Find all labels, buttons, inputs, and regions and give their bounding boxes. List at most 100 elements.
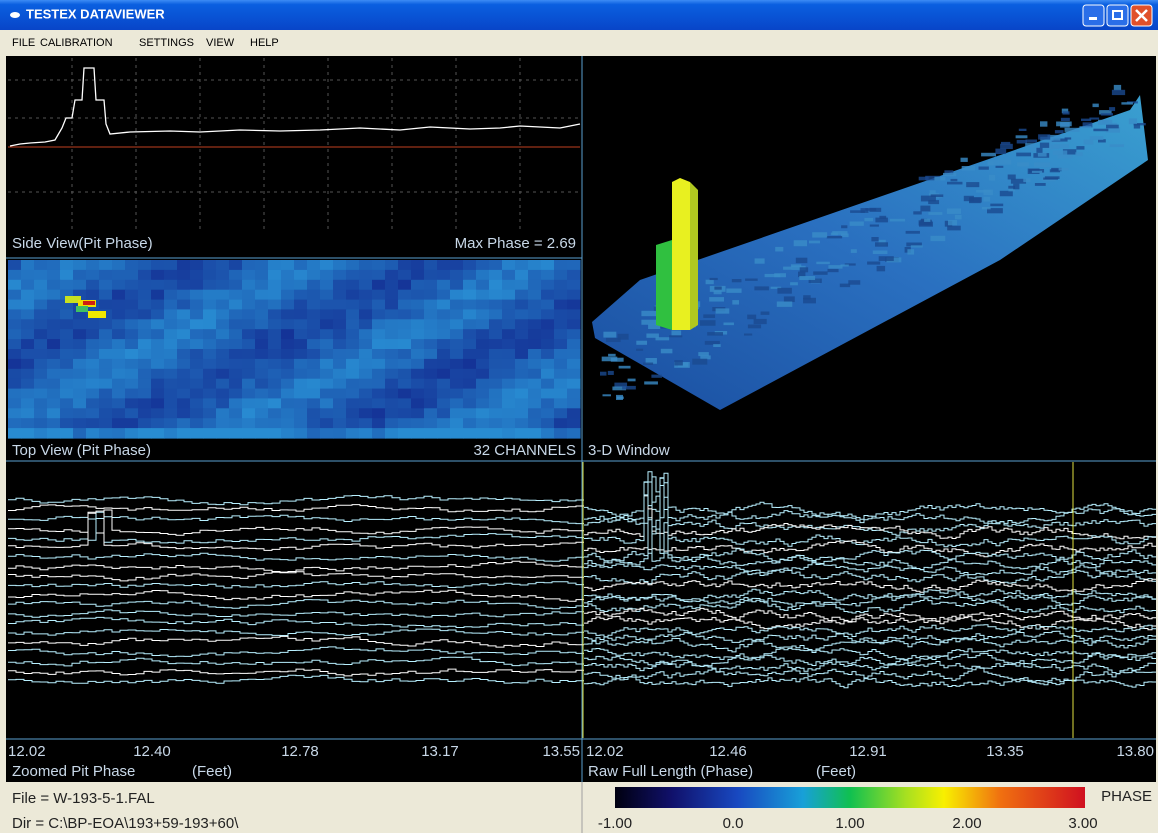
- heat-cell: [8, 349, 22, 360]
- heat-cell: [242, 368, 256, 380]
- heat-cell: [437, 269, 451, 281]
- heat-cell: [346, 398, 360, 409]
- heat-cell: [437, 368, 451, 380]
- surface-patch: [1064, 127, 1080, 132]
- restore-button[interactable]: [1106, 4, 1129, 27]
- surface-patch: [775, 246, 784, 252]
- heat-cell: [242, 378, 256, 390]
- heat-cell: [281, 289, 295, 301]
- surface-patch: [705, 279, 714, 285]
- window-title: TESTEX DATAVIEWER: [26, 6, 165, 21]
- surface-patch: [886, 257, 902, 263]
- surface-patch: [848, 280, 861, 285]
- surface-patch: [1100, 113, 1113, 116]
- heat-cell: [47, 319, 61, 330]
- heat-cell: [112, 349, 126, 360]
- heat-cell: [541, 339, 555, 350]
- surface-patch: [783, 266, 793, 270]
- menu-item[interactable]: SETTINGS: [139, 37, 194, 49]
- heat-cell: [489, 368, 503, 380]
- minimize-button[interactable]: [1082, 4, 1105, 27]
- zoomed-unit: (Feet): [192, 763, 232, 780]
- surface-texture: [600, 84, 1146, 401]
- heat-cell: [502, 378, 516, 390]
- menu-item[interactable]: CALIBRATION: [40, 37, 113, 49]
- heat-cell: [489, 260, 503, 271]
- surface-patch: [669, 335, 683, 338]
- heat-cell: [34, 269, 48, 281]
- heat-cell: [138, 349, 152, 360]
- heat-cell: [60, 418, 74, 429]
- heat-cell: [8, 428, 22, 439]
- heat-cell: [281, 349, 295, 360]
- heat-cell: [424, 299, 438, 311]
- heat-cell: [437, 388, 451, 400]
- heat-cell: [307, 289, 321, 301]
- heat-cell: [359, 418, 373, 429]
- heat-cell: [8, 339, 22, 350]
- heat-cell: [502, 408, 516, 419]
- heat-cell: [60, 269, 74, 281]
- heat-cell: [281, 368, 295, 380]
- heat-cell: [567, 329, 581, 340]
- heat-cell: [151, 269, 165, 281]
- surface-patch: [963, 195, 974, 202]
- heat-cell: [515, 398, 529, 409]
- surface-patch: [799, 276, 816, 281]
- surface-patch: [1092, 103, 1099, 108]
- heat-cell: [450, 388, 464, 400]
- heat-cell: [190, 349, 204, 360]
- heat-cell: [190, 289, 204, 301]
- heat-cell: [320, 279, 334, 291]
- heat-cell: [60, 408, 74, 419]
- heat-cell: [567, 408, 581, 419]
- heat-cell: [151, 260, 165, 271]
- trace: [8, 510, 584, 551]
- surface-patch: [692, 358, 708, 365]
- heat-cell: [567, 279, 581, 291]
- heat-cell: [268, 289, 282, 301]
- heat-cell: [450, 368, 464, 380]
- heat-cell: [99, 358, 113, 370]
- surface-patch: [616, 394, 623, 401]
- heat-cell: [515, 339, 529, 350]
- heat-cell: [177, 378, 191, 390]
- heat-cell: [190, 319, 204, 330]
- heat-cell: [268, 279, 282, 291]
- menu-item[interactable]: FILE: [12, 37, 35, 49]
- heat-cell: [372, 408, 386, 419]
- heat-cell: [151, 319, 165, 330]
- heat-cell: [86, 339, 100, 350]
- heat-cell: [151, 378, 165, 390]
- surface-patch: [607, 370, 614, 375]
- colorbar-ticks: -1.00 0.0 1.00 2.00 3.00: [598, 815, 1098, 832]
- surface-patch: [839, 283, 851, 288]
- heat-cell: [112, 398, 126, 409]
- heat-cell: [99, 368, 113, 380]
- heat-cell: [281, 309, 295, 320]
- heat-cell: [385, 349, 399, 360]
- heat-cell: [177, 279, 191, 291]
- heat-cell: [476, 329, 490, 340]
- surface-patch: [1109, 144, 1125, 148]
- heat-cell: [294, 269, 308, 281]
- heat-cell: [307, 269, 321, 281]
- heat-cell: [372, 388, 386, 400]
- surface-patch: [808, 278, 822, 283]
- heat-cell: [34, 408, 48, 419]
- trace: [584, 578, 1156, 593]
- heat-cell: [372, 398, 386, 409]
- menu-item[interactable]: VIEW: [206, 37, 235, 49]
- surface-patch: [954, 214, 962, 220]
- heat-cell: [190, 428, 204, 439]
- surface-patch: [777, 287, 792, 294]
- menu-item[interactable]: HELP: [250, 37, 279, 49]
- heat-cell: [528, 378, 542, 390]
- trace: [8, 581, 584, 589]
- heat-cell: [86, 319, 100, 330]
- heat-cell: [34, 289, 48, 301]
- heat-cell: [411, 349, 425, 360]
- heat-cell: [190, 398, 204, 409]
- heat-cell: [541, 388, 555, 400]
- heat-cell: [385, 289, 399, 301]
